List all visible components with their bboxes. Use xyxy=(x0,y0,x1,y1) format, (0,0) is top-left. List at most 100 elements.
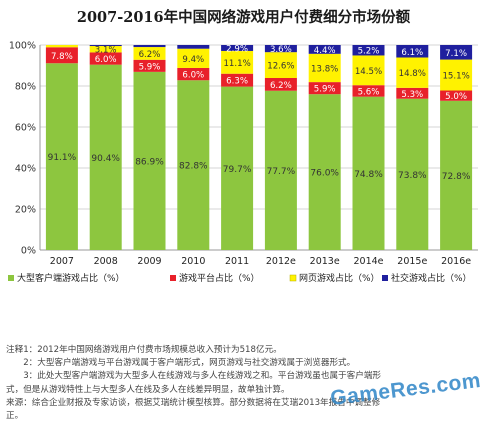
y-tick-label: 40% xyxy=(15,164,36,175)
chart-notes: 注释1：2012年中国网络游戏用户付费市场规模总收入预计为518亿元。 2：大型… xyxy=(6,344,484,423)
bar-segment xyxy=(221,86,254,251)
legend-swatch xyxy=(289,274,297,282)
x-tick-label: 2014e xyxy=(353,256,383,267)
note-line: 式，但是从游戏特性上与大型多人在线及多人在线差异明显，故单独计算。 xyxy=(6,384,290,395)
bar-segment xyxy=(264,45,297,53)
bar-segment xyxy=(89,52,122,65)
data-label: 3.6% xyxy=(270,45,292,55)
data-label: 82.8% xyxy=(179,162,208,172)
bar-segment xyxy=(352,55,385,86)
bar-segment xyxy=(440,59,473,91)
bar-segment xyxy=(177,48,210,68)
data-label: 9.4% xyxy=(182,55,204,65)
bar-segment xyxy=(133,71,166,250)
note-line: 正。 xyxy=(6,411,24,422)
bar-segment xyxy=(352,85,385,97)
x-tick-label: 2015e xyxy=(397,256,427,267)
y-tick-label: 100% xyxy=(9,41,36,52)
bar-segment xyxy=(177,80,210,250)
data-label: 14.5% xyxy=(355,67,382,77)
x-tick-label: 2011 xyxy=(225,256,249,267)
note-line: 3：此处大型客户端游戏为大型多人在线游戏与多人在线游戏之和。平台游戏虽也属于客户… xyxy=(6,371,382,382)
y-tick-label: 80% xyxy=(15,82,36,93)
data-label: 5.6% xyxy=(358,87,380,97)
bar-segment xyxy=(89,46,122,53)
bar-segment xyxy=(264,90,297,250)
data-label: 14.8% xyxy=(399,69,426,79)
bar-segment xyxy=(221,45,254,51)
data-label: 7.1% xyxy=(445,49,467,59)
bar-segment xyxy=(352,96,385,250)
bar-segment xyxy=(308,53,341,83)
chart-legend: 大型客户端游戏占比（%） 游戏平台占比（%） 网页游戏占比（%） 社交游戏占比（%） xyxy=(8,272,472,284)
y-tick-label: 20% xyxy=(15,205,36,216)
chart-title: 2007-2016年中国网络游戏用户付费细分市场份额 xyxy=(76,9,411,26)
data-label: 6.2% xyxy=(139,50,161,60)
x-tick-label: 2010 xyxy=(181,256,205,267)
bar-segment xyxy=(45,63,78,251)
data-label: 90.4% xyxy=(91,154,120,164)
bar-segment xyxy=(221,50,254,74)
x-tick-label: 2012e xyxy=(266,256,296,267)
data-label: 5.9% xyxy=(314,85,336,95)
legend-label: 游戏平台占比（%） xyxy=(179,272,260,284)
bar-segment xyxy=(133,47,166,60)
y-tick-label: 0% xyxy=(21,246,36,257)
legend-swatch xyxy=(170,275,176,281)
data-label: 12.6% xyxy=(267,62,294,72)
bar-segment xyxy=(133,59,166,72)
bar-segment xyxy=(440,45,473,60)
data-label: 72.8% xyxy=(442,172,471,182)
bar-segment xyxy=(308,45,341,54)
bar-segment xyxy=(177,45,210,49)
bar-segment xyxy=(396,45,429,58)
data-label: 15.1% xyxy=(442,72,469,82)
y-axis-ticks: 0% 20% 40% 60% 80% 100% xyxy=(9,41,36,257)
x-axis-ticks: 2007 2008 2009 2010 2011 2012e 2013e 2014e 2015e… xyxy=(50,256,471,267)
y-tick-label: 60% xyxy=(15,123,36,134)
data-label: 6.0% xyxy=(182,71,204,81)
data-label: 7.8% xyxy=(51,52,73,62)
bar-segment xyxy=(396,98,429,251)
x-tick-label: 2008 xyxy=(94,256,118,267)
data-label: 11.1% xyxy=(223,59,250,69)
note-line: 2：大型客户端游戏与平台游戏属于客户端形式，网页游戏与社交游戏属于浏览器形式。 xyxy=(6,358,356,369)
bar-segment xyxy=(308,82,341,95)
bar-segment xyxy=(264,52,297,79)
data-label: 3.1% xyxy=(95,46,117,56)
bar-segment xyxy=(177,67,210,81)
bar-segment xyxy=(396,57,429,88)
bar-segment xyxy=(440,100,473,250)
bar-segment xyxy=(89,64,122,251)
data-label: 6.3% xyxy=(226,77,248,87)
data-label: 5.9% xyxy=(139,62,161,72)
legend-label: 大型客户端游戏占比（%） xyxy=(17,272,125,284)
data-label: 79.7% xyxy=(223,165,252,175)
x-tick-label: 2007 xyxy=(50,256,74,267)
bar-segment xyxy=(133,45,166,48)
data-label: 73.8% xyxy=(398,171,427,181)
note-line: 注释1：2012年中国网络游戏用户付费市场规模总收入预计为518亿元。 xyxy=(6,345,282,355)
bar-segment xyxy=(221,73,254,87)
data-label: 76.0% xyxy=(310,169,339,179)
bar-segment xyxy=(308,94,341,250)
x-tick-label: 2013e xyxy=(310,256,340,267)
data-label: 74.8% xyxy=(354,170,383,180)
x-tick-label: 2016e xyxy=(441,256,471,267)
data-label: 6.0% xyxy=(95,55,117,65)
legend-label: 社交游戏占比（%） xyxy=(391,272,472,284)
data-label: 6.1% xyxy=(401,48,423,58)
data-label: 77.7% xyxy=(267,167,296,177)
bar-segment xyxy=(89,45,122,47)
bar-segment xyxy=(396,87,429,99)
bar-segment xyxy=(45,45,78,48)
data-label: 91.1% xyxy=(48,153,77,163)
legend-swatch xyxy=(8,275,14,281)
data-label: 5.2% xyxy=(358,47,380,57)
data-label: 5.0% xyxy=(445,92,467,102)
legend-swatch xyxy=(382,275,388,281)
bar-segment xyxy=(352,45,385,56)
data-label: 13.8% xyxy=(311,64,338,74)
data-label: 4.4% xyxy=(314,46,336,56)
